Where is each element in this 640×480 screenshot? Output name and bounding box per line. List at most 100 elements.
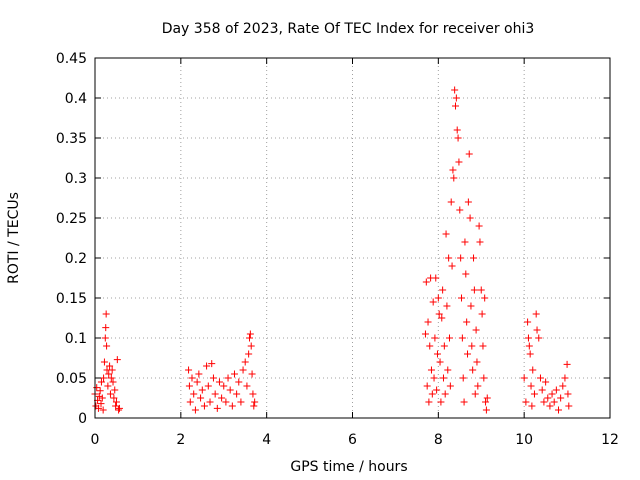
data-point [479, 342, 487, 350]
x-axis-label: GPS time / hours [290, 459, 407, 475]
data-point [561, 374, 569, 382]
data-point [98, 394, 106, 402]
data-point [228, 402, 236, 410]
data-point [441, 390, 449, 398]
data-point [439, 286, 447, 294]
data-point [532, 310, 540, 318]
data-point [95, 392, 103, 400]
data-point [536, 374, 544, 382]
data-point [422, 278, 430, 286]
data-point [428, 390, 436, 398]
data-point [478, 310, 486, 318]
data-point [433, 350, 441, 358]
data-point [459, 374, 467, 382]
data-point [437, 398, 445, 406]
data-point [110, 394, 118, 402]
data-point [220, 382, 228, 390]
data-point [529, 366, 537, 374]
data-point [462, 270, 470, 278]
data-point [470, 286, 478, 294]
data-point [188, 374, 196, 382]
data-point [251, 398, 259, 406]
data-point [190, 390, 198, 398]
data-point [425, 398, 433, 406]
data-point [546, 402, 554, 410]
data-point [191, 406, 199, 414]
data-point [452, 102, 459, 110]
data-point [524, 334, 532, 342]
x-tick-label: 2 [176, 432, 185, 448]
data-point [526, 350, 534, 358]
data-point [527, 382, 535, 390]
data-point [211, 390, 219, 398]
data-point [457, 254, 465, 262]
y-tick-label: 0.2 [65, 251, 87, 267]
data-point [208, 360, 216, 368]
data-point [463, 318, 471, 326]
chart-title: Day 358 of 2023, Rate Of TEC Index for r… [162, 21, 535, 37]
data-point [544, 394, 552, 402]
data-point [109, 378, 117, 386]
x-tick-label: 8 [434, 432, 443, 448]
grid-lines [95, 58, 610, 418]
data-point [465, 150, 473, 158]
data-point [482, 398, 490, 406]
data-point [435, 310, 443, 318]
data-point [224, 374, 232, 382]
x-tick-label: 10 [515, 432, 533, 448]
data-point [209, 374, 217, 382]
data-point [564, 390, 572, 398]
data-point [434, 294, 442, 302]
data-point [439, 374, 447, 382]
data-point [563, 360, 571, 368]
data-point [452, 94, 460, 102]
data-point [445, 334, 453, 342]
data-point [475, 222, 483, 230]
data-point [432, 274, 440, 282]
y-tick-label: 0 [78, 411, 87, 427]
data-point [461, 238, 469, 246]
data-point [453, 126, 461, 134]
y-tick-label: 0.15 [56, 291, 87, 307]
data-point [522, 398, 530, 406]
data-point [458, 294, 466, 302]
data-point [243, 382, 251, 390]
y-tick-label: 0.3 [65, 171, 87, 187]
data-point [237, 398, 245, 406]
data-point [533, 326, 541, 334]
data-point [445, 254, 453, 262]
data-point [530, 390, 538, 398]
data-point [421, 330, 429, 338]
data-point [555, 406, 562, 414]
data-point [472, 326, 480, 334]
data-point [93, 384, 101, 392]
data-point [548, 390, 556, 398]
data-point [481, 294, 489, 302]
data-point [442, 230, 450, 238]
data-point [250, 402, 258, 410]
y-tick-label: 0.1 [65, 331, 87, 347]
data-point [450, 174, 458, 182]
y-axis-label: ROTI / TECUs [6, 192, 22, 284]
data-point [524, 318, 532, 326]
data-point [233, 390, 241, 398]
data-point [100, 358, 108, 366]
data-point [101, 334, 109, 342]
data-point [97, 400, 105, 408]
data-point [426, 342, 434, 350]
data-point [186, 398, 194, 406]
data-point [436, 358, 444, 366]
data-point [246, 334, 253, 342]
data-point [446, 382, 454, 390]
data-point [464, 350, 472, 358]
x-tick-label: 6 [348, 432, 357, 448]
data-point [200, 402, 208, 410]
data-point [482, 406, 490, 414]
data-point [185, 366, 193, 374]
data-point [248, 370, 256, 378]
data-point [469, 366, 477, 374]
data-point [203, 362, 211, 370]
data-point [197, 394, 205, 402]
data-point [542, 378, 550, 386]
